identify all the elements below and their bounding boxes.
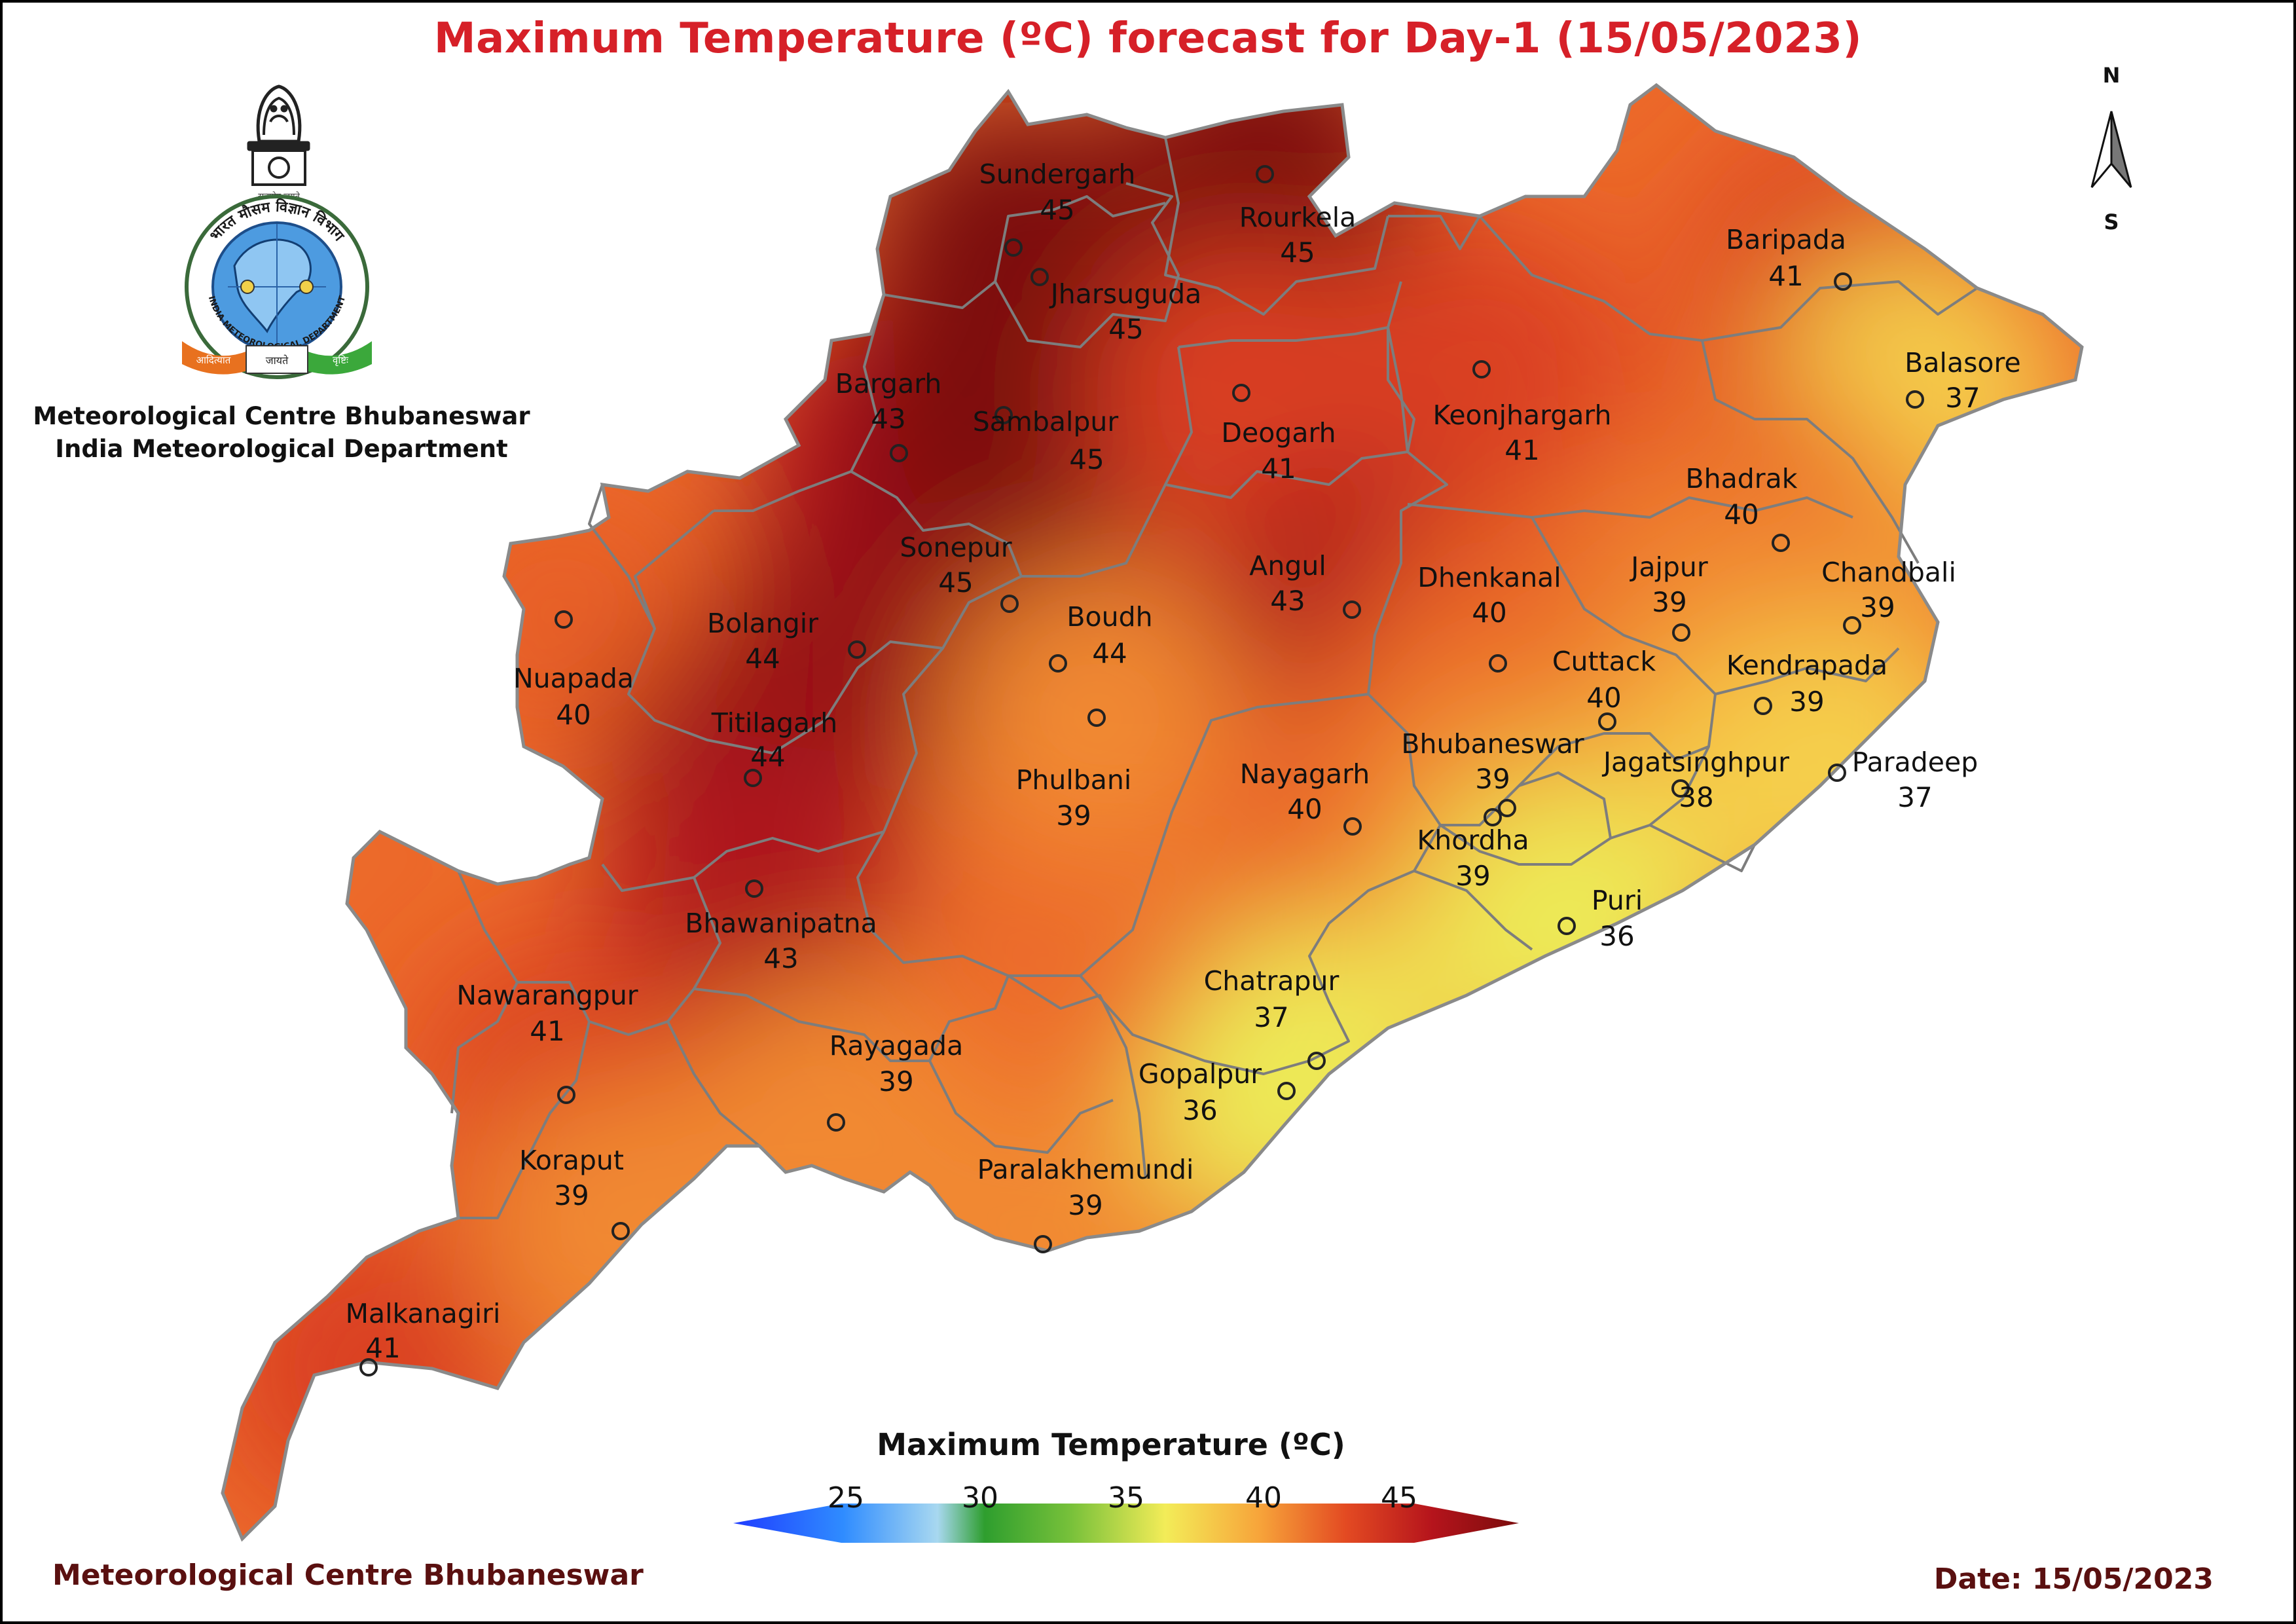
north-arrow-icon [2090,111,2132,188]
compass-south-label: S [2104,210,2119,234]
footer-organization: Meteorological Centre Bhubaneswar [52,1559,644,1592]
map-title: Maximum Temperature (ºC) forecast for Da… [433,14,1863,63]
motto-left: आदित्यात [196,354,231,366]
organization-line-2: India Meteorological Department [55,435,508,463]
logo-star-left [240,280,255,294]
compass: N S [2090,63,2132,234]
imd-emblem-logo: सत्यमेव जयते भारत मौसम विज्ञान विभाग IND… [182,84,372,379]
footer-date: Date: 15/05/2023 [1933,1562,2214,1596]
ashoka-emblem-icon [247,84,310,186]
motto-mid: जायते [266,354,289,367]
organization-line-1: Meteorological Centre Bhubaneswar [33,402,530,430]
logo-star-right [299,280,314,294]
compass-north-label: N [2103,63,2121,88]
motto-right: वृष्टिः [333,354,349,367]
